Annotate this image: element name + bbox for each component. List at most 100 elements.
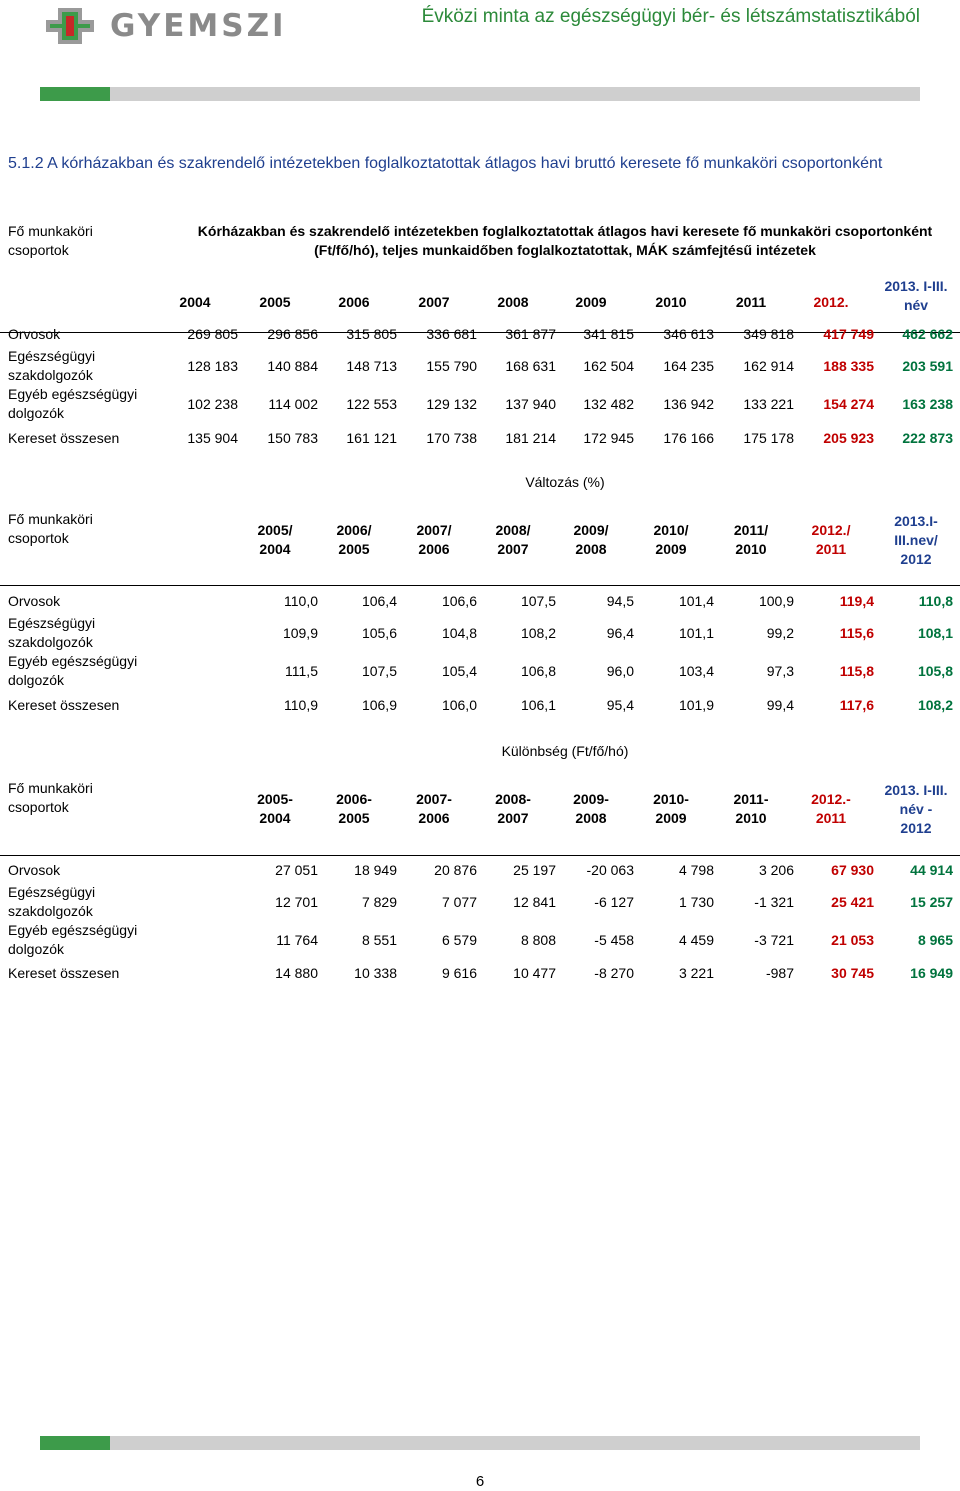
- cell-value: 3 221: [678, 965, 714, 981]
- cell-value: 163 238: [902, 395, 953, 412]
- cell-value: 162 914: [743, 357, 794, 374]
- cell-value: 106,8: [520, 662, 556, 679]
- column-header: 2013. I-III. név: [884, 278, 948, 313]
- cell-value: 106,4: [361, 593, 397, 609]
- cell-value: 462 662: [902, 326, 953, 342]
- cell-value: 7 077: [441, 893, 477, 910]
- cell-value: 21 053: [831, 931, 874, 948]
- cell-value: 25 421: [831, 893, 874, 910]
- cell-value: 105,4: [441, 662, 477, 679]
- column-header: 2008: [497, 293, 529, 310]
- cell-value: 114 002: [268, 395, 318, 412]
- column-header: 2010: [655, 293, 687, 310]
- cell-value: 136 942: [663, 395, 714, 412]
- footer-bar: [40, 1436, 920, 1450]
- header-bar: [40, 87, 920, 101]
- cell-value: 417 749: [823, 326, 874, 342]
- cell-value: -20 063: [586, 862, 634, 878]
- table-subtitle: Különbség (Ft/fő/hó): [501, 743, 629, 759]
- cell-value: 106,6: [441, 593, 477, 609]
- row-label: Egészségügyi szakdolgozók: [8, 615, 96, 650]
- group-label: Fő munkaköri csoportok: [8, 511, 93, 546]
- cell-value: 111,5: [285, 662, 318, 679]
- cell-value: 99,4: [766, 697, 794, 713]
- column-header: 2010/2009: [653, 522, 689, 557]
- column-header: 2004: [179, 293, 211, 310]
- cell-value: 168 631: [505, 357, 556, 374]
- column-header: 2011/2010: [733, 522, 769, 557]
- cell-value: 12 841: [513, 893, 556, 910]
- cell-value: 222 873: [902, 430, 953, 446]
- column-header: 2013.I- III.nev/2012: [894, 512, 938, 567]
- row-label: Egyéb egészségügyi dolgozók: [8, 386, 138, 421]
- cell-value: 164 235: [663, 357, 714, 374]
- cell-value: 1 730: [678, 893, 714, 910]
- section-title: 5.1.2 A kórházakban és szakrendelő intéz…: [8, 155, 883, 172]
- header-title: Évközi minta az egészségügyi bér- és lét…: [421, 6, 920, 27]
- cell-value: 18 949: [354, 862, 397, 878]
- column-header: 2010- 2009: [653, 791, 689, 826]
- cell-value: 176 166: [663, 430, 714, 446]
- cell-value: -3 721: [754, 931, 794, 948]
- column-header: 2013. I-III. név -2012: [884, 781, 948, 836]
- cell-value: 341 815: [583, 326, 634, 342]
- page-number: 6: [475, 1473, 485, 1490]
- table-subtitle: Kórházakban és szakrendelő intézetekben …: [197, 223, 933, 258]
- cell-value: -1 321: [754, 893, 794, 910]
- cell-value: 94,5: [606, 593, 634, 609]
- cell-value: 109,9: [282, 624, 318, 641]
- cell-value: -987: [765, 965, 794, 981]
- cell-value: 181 214: [505, 430, 556, 446]
- cell-value: 4 798: [678, 862, 714, 878]
- cell-value: 349 818: [743, 326, 794, 342]
- cell-value: 95,4: [606, 697, 634, 713]
- cell-value: 104,8: [441, 624, 477, 641]
- logo-cross-icon: [46, 8, 94, 44]
- cell-value: 8 808: [520, 931, 556, 948]
- column-header: 2007/2006: [416, 522, 452, 557]
- gyemszi-logo: GYEMSZI: [38, 6, 328, 46]
- cell-value: 117,6: [839, 697, 874, 713]
- cell-value: 269 805: [187, 326, 238, 342]
- cell-value: 100,9: [758, 593, 794, 609]
- cell-value: -8 270: [594, 965, 634, 981]
- cell-value: 128 183: [187, 357, 238, 374]
- cell-value: 9 616: [441, 965, 477, 981]
- cell-value: 97,3: [766, 662, 794, 679]
- cell-value: 336 681: [426, 326, 477, 342]
- cell-value: 96,4: [606, 624, 634, 641]
- cell-value: 10 338: [354, 965, 397, 981]
- cell-value: 140 884: [267, 357, 318, 374]
- cell-value: 14 880: [275, 965, 318, 981]
- header-rule: [0, 855, 960, 856]
- column-header: 2011: [735, 293, 767, 310]
- cell-value: 137 940: [505, 395, 556, 412]
- column-header: 2012./2011: [811, 522, 851, 557]
- column-header: 2008- 2007: [495, 791, 531, 826]
- cell-value: 8 551: [361, 931, 397, 948]
- cell-value: 175 178: [743, 430, 794, 446]
- cell-value: 122 553: [346, 395, 397, 412]
- column-header: 2012.: [813, 293, 849, 310]
- cell-value: 129 132: [426, 395, 477, 412]
- column-header: 2005: [259, 293, 291, 310]
- cell-value: 96,0: [606, 662, 634, 679]
- cell-value: 162 504: [583, 357, 634, 374]
- cell-value: 25 197: [513, 862, 556, 878]
- cell-value: 102 238: [187, 395, 238, 412]
- cell-value: 4 459: [678, 931, 714, 948]
- cell-value: 132 482: [583, 395, 634, 412]
- cell-value: 27 051: [275, 862, 318, 878]
- column-header: 2005- 2004: [257, 791, 293, 826]
- column-header: 2009: [575, 293, 607, 310]
- column-header: 2006: [338, 293, 370, 310]
- column-header: 2009- 2008: [573, 791, 609, 826]
- cell-value: 30 745: [831, 965, 874, 981]
- cell-value: 16 949: [910, 965, 953, 981]
- cell-value: 133 221: [743, 395, 794, 412]
- cell-value: 6 579: [441, 931, 477, 948]
- cell-value: 115,8: [839, 662, 874, 679]
- column-header: 2009/2008: [573, 522, 609, 557]
- column-header: 2006/2005: [336, 522, 372, 557]
- column-header: 2007: [418, 293, 450, 310]
